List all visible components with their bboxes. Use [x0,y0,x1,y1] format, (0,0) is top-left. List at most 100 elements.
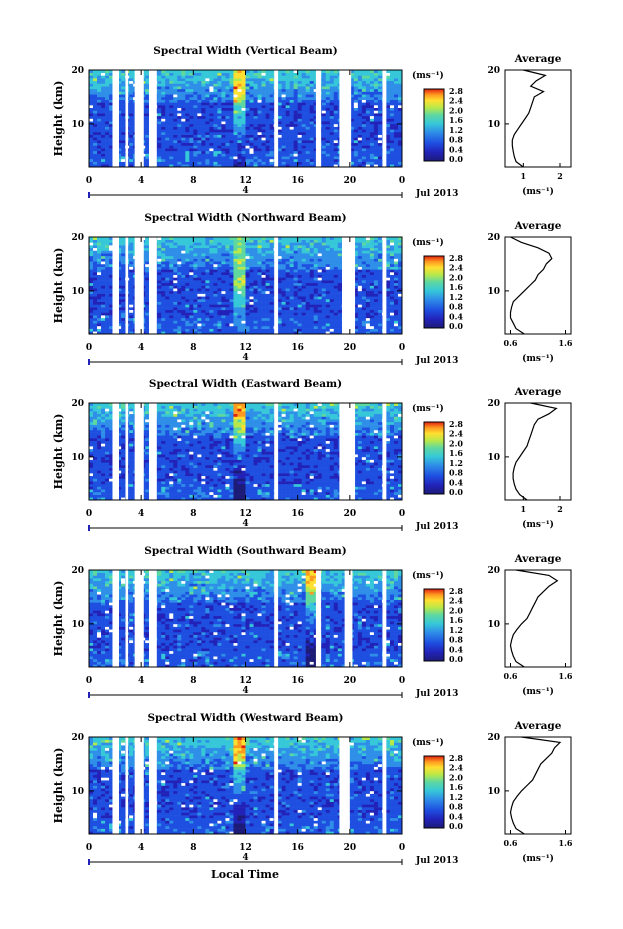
heatmap-cell [105,131,110,135]
heatmap-cell [365,134,371,138]
heatmap-cell [229,148,234,152]
heatmap-cell [105,121,110,125]
heatmap-cell [161,261,166,265]
heatmap-cell [389,113,395,117]
heatmap-cell [349,88,355,92]
heatmap-cell [221,255,226,259]
heatmap-cell [185,86,190,90]
heatmap-cell [289,105,294,109]
heatmap-cell [233,304,238,308]
heatmap-cell [397,110,403,114]
heatmap-cell [169,91,174,95]
heatmap-cell [165,242,170,246]
heatmap-cell [157,145,162,149]
heatmap-cell [261,280,266,284]
heatmap-cell [229,328,234,332]
heatmap-cell [253,113,258,117]
heatmap-cell [193,331,198,335]
heatmap-cell [261,328,266,332]
heatmap-cell [249,293,254,297]
heatmap-cell [221,274,226,278]
heatmap-cell [201,121,206,125]
heatmap-cell [101,91,106,95]
heatmap-cell [161,298,166,302]
heatmap-cell [145,150,150,154]
heatmap-cell [177,156,182,160]
heatmap-cell [333,164,339,168]
heatmap-cell [221,282,226,286]
heatmap-cell [237,312,242,316]
heatmap-cell [373,164,379,168]
heatmap-cell [225,140,230,144]
heatmap-cell [145,105,150,109]
heatmap-cell [261,301,266,305]
heatmap-cell [225,121,230,125]
heatmap-cell [277,137,282,141]
heatmap-cell [109,272,114,276]
heatmap-cell [241,113,246,117]
heatmap-cell [205,72,210,76]
heatmap-cell [89,134,94,138]
heatmap-cell [305,296,310,300]
heatmap-cell [281,317,286,321]
heatmap-cell [109,280,114,284]
heatmap-cell [145,263,150,267]
heatmap-cell [321,253,327,257]
heatmap-cell [225,253,230,257]
heatmap-cell [97,309,102,313]
heatmap-cell [157,258,162,262]
heatmap-cell [197,282,202,286]
heatmap-cell [93,80,98,84]
heatmap-cell [165,131,170,135]
heatmap-cell [221,131,226,135]
heatmap-cell [157,293,162,297]
heatmap-cell [289,323,294,327]
heatmap-cell [257,80,262,84]
heatmap-cell [189,269,194,273]
heatmap-cell [269,331,274,335]
heatmap-cell [165,150,170,154]
heatmap-cell [205,121,210,125]
heatmap-cell [157,285,162,289]
heatmap-cell [93,301,98,305]
heatmap-cell [93,331,98,335]
heatmap-cell [177,304,182,308]
heatmap-cell [389,158,395,162]
heatmap-cell [305,304,310,308]
heatmap-cell [169,121,174,125]
heatmap-cell [249,94,254,98]
heatmap-cell [229,161,234,165]
heatmap-cell [97,129,102,133]
heatmap-cell [121,280,126,284]
colorbar-unit: (ms⁻¹) [412,70,444,81]
heatmap-cell [89,94,94,98]
heatmap-cell [221,242,226,246]
heatmap-cell [229,70,234,73]
heatmap-cell [285,75,290,79]
heatmap-cell [321,142,327,146]
heatmap-cell [297,296,302,300]
heatmap-cell [309,301,315,305]
heatmap-cell [305,158,310,162]
heatmap-cell [193,245,198,249]
heatmap-cell [245,293,250,297]
heatmap-cell [217,331,222,335]
heatmap-cell [293,261,298,265]
heatmap-cell [129,258,134,262]
heatmap-cell [121,91,126,95]
heatmap-cell [305,320,310,324]
heatmap-cell [361,113,367,117]
heatmap-cell [297,272,302,276]
heatmap-cell [89,250,94,254]
heatmap-cell [385,75,391,79]
heatmap-cell [229,285,234,289]
heatmap-cell [353,148,359,152]
heatmap-cell [217,161,222,165]
heatmap-cell [157,126,162,130]
heatmap-cell [293,328,298,332]
heatmap-cell [97,156,102,160]
heatmap-cell [89,331,94,335]
heatmap-cell [105,272,110,276]
heatmap-cell [213,263,218,267]
heatmap-cell [261,131,266,135]
